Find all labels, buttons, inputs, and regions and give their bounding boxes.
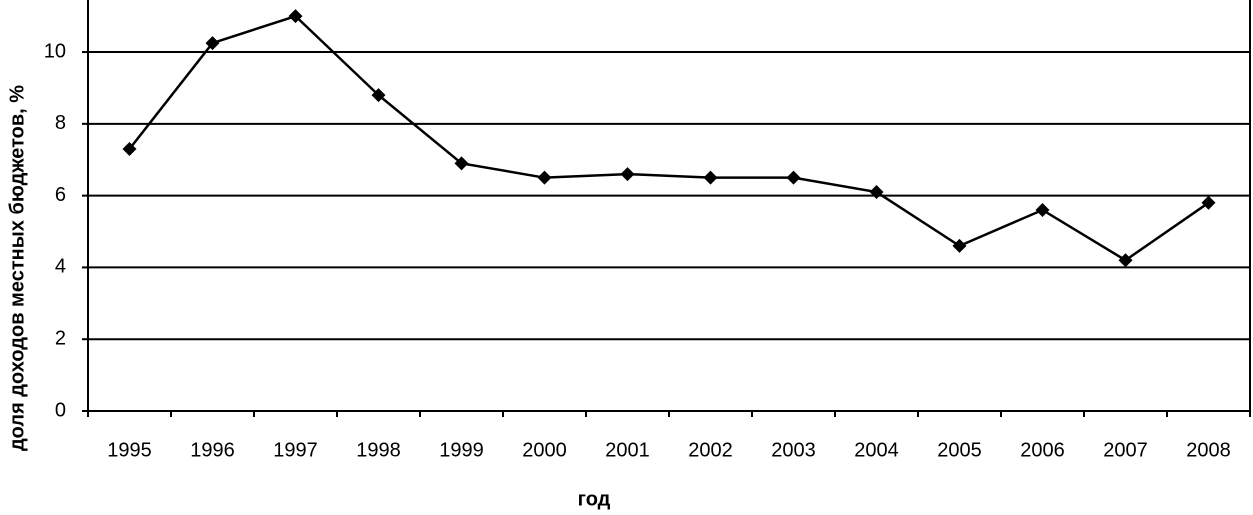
x-tick-label: 1999 — [439, 439, 484, 461]
x-axis-title: год — [578, 488, 611, 510]
x-tick-label: 2006 — [1020, 439, 1065, 461]
data-marker — [786, 170, 801, 185]
x-tick-label: 2000 — [522, 439, 567, 461]
y-tick-label: 10 — [44, 40, 66, 62]
data-marker — [537, 170, 552, 185]
data-marker — [952, 238, 967, 253]
data-marker — [205, 36, 220, 51]
y-tick-label: 0 — [55, 399, 66, 421]
x-tick-label: 1996 — [190, 439, 235, 461]
x-tick-label: 1997 — [273, 439, 318, 461]
data-marker — [288, 9, 303, 24]
data-marker — [454, 156, 469, 171]
y-tick-label: 6 — [55, 184, 66, 206]
data-marker — [1035, 202, 1050, 217]
x-tick-label: 1995 — [107, 439, 152, 461]
x-tick-label: 2001 — [605, 439, 650, 461]
x-tick-label: 2007 — [1103, 439, 1148, 461]
x-tick-label: 2003 — [771, 439, 816, 461]
y-axis-title: доля доходов местных бюджетов, % — [6, 85, 28, 451]
data-marker — [1118, 253, 1133, 268]
x-tick-label: 2002 — [688, 439, 733, 461]
data-marker — [122, 141, 137, 156]
data-marker — [869, 185, 884, 200]
y-tick-label: 4 — [55, 256, 66, 278]
x-tick-label: 1998 — [356, 439, 401, 461]
data-marker — [620, 167, 635, 182]
x-tick-label: 2005 — [937, 439, 982, 461]
x-tick-label: 2008 — [1186, 439, 1231, 461]
y-tick-label: 8 — [55, 112, 66, 134]
data-line — [128, 14, 1210, 262]
data-marker — [371, 88, 386, 103]
y-tick-label: 2 — [55, 327, 66, 349]
data-marker — [1201, 195, 1216, 210]
data-marker — [703, 170, 718, 185]
x-tick-label: 2004 — [854, 439, 899, 461]
